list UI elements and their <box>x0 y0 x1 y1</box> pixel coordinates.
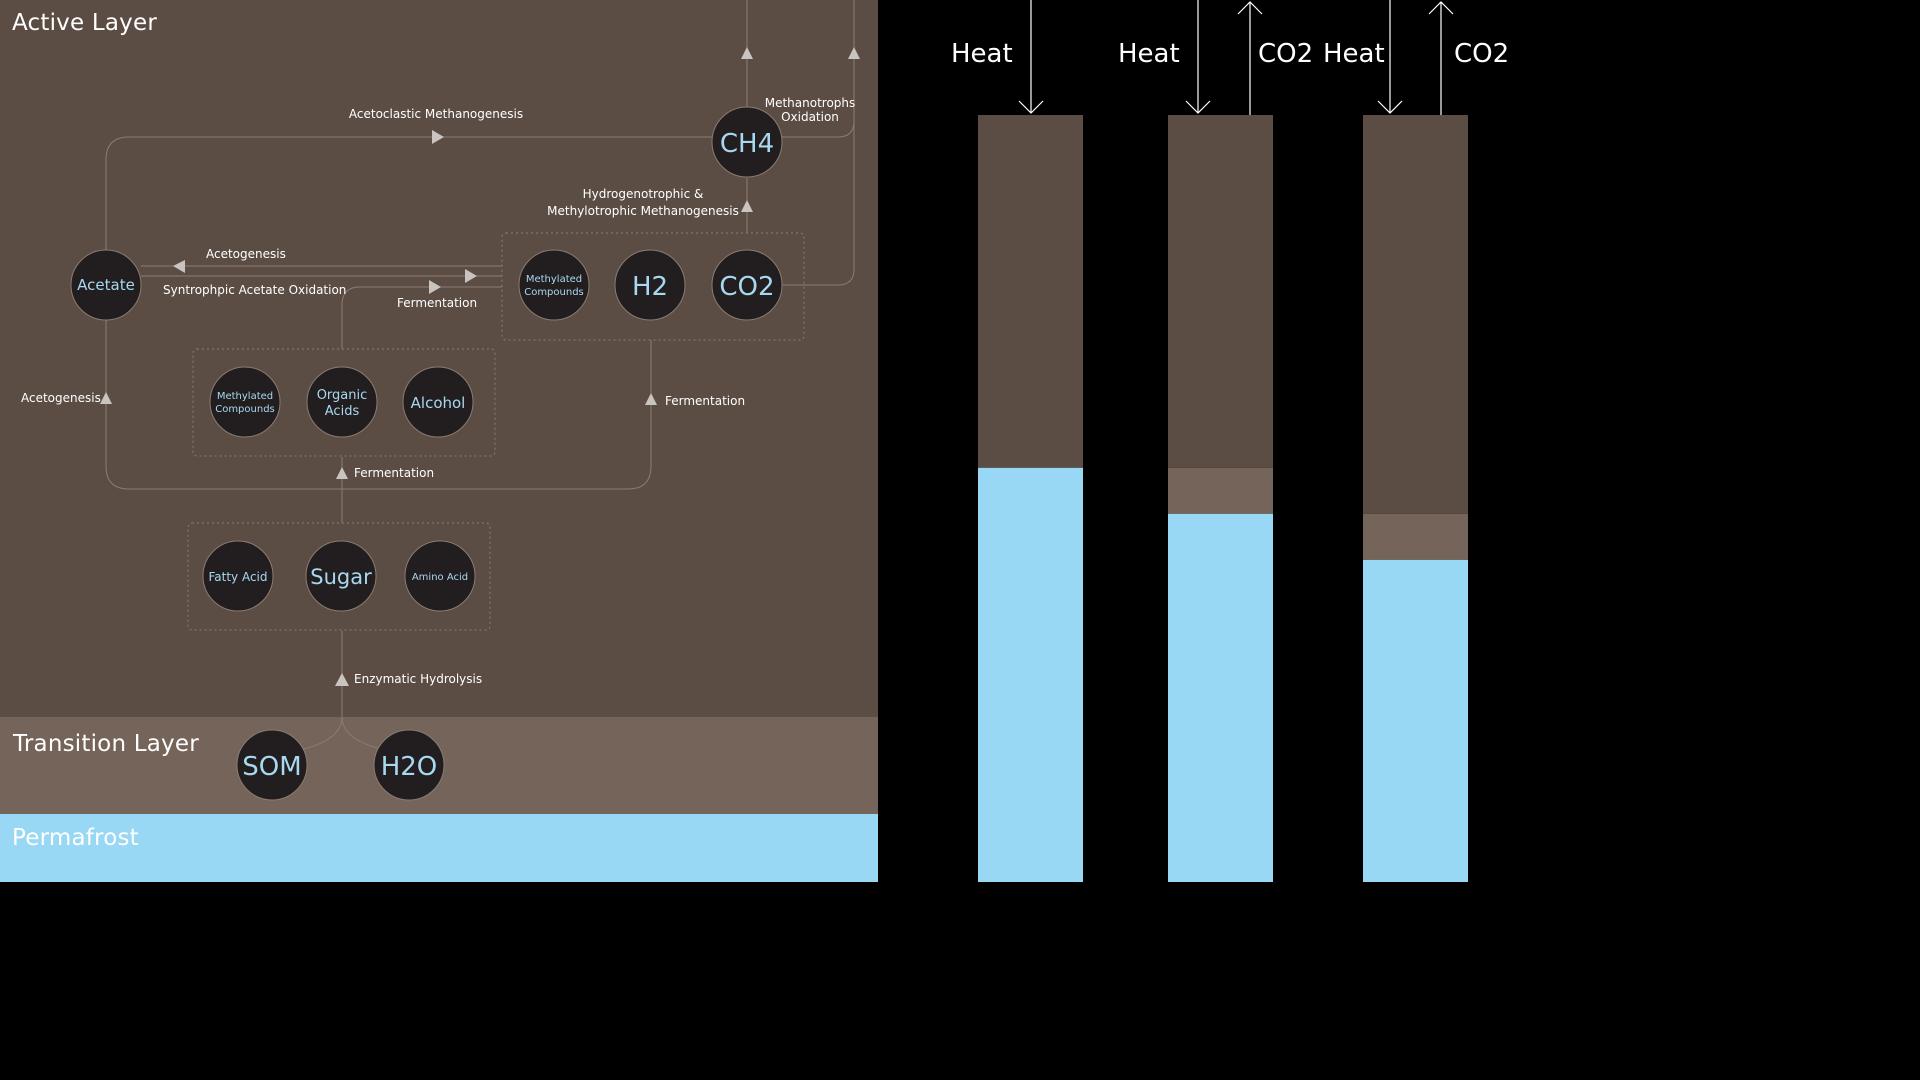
organic-acids-node <box>306 366 378 438</box>
fermentation-top-label: Fermentation <box>397 296 477 310</box>
methylated-mid-label-1: Methylated <box>217 391 273 402</box>
fermentation-right-label: Fermentation <box>665 394 745 408</box>
syntrophic-arrow <box>465 269 477 283</box>
diagram-panel: CH4 Acetate Methylated Compounds H2 CO2 … <box>0 0 878 882</box>
h2o-node <box>373 729 445 801</box>
co2-release-arrow <box>848 47 860 59</box>
h2o-label: H2O <box>381 752 438 782</box>
amino-acid-label: Amino Acid <box>412 572 468 583</box>
carbon-cycle-diagram: CH4 Acetate Methylated Compounds H2 CO2 … <box>21 0 860 801</box>
alcohol-label: Alcohol <box>411 394 466 412</box>
acetoclastic-path <box>105 136 712 250</box>
column-1-active <box>978 115 1083 468</box>
fermentation-mid-label: Fermentation <box>354 466 434 480</box>
fermentation-top-path <box>341 286 502 349</box>
methylated-mid-label-2: Compounds <box>215 404 275 415</box>
co2-out-arrow-3 <box>1428 1 1454 115</box>
column-1-heat-label: Heat <box>951 39 1013 69</box>
column-2-co2-label: CO2 <box>1258 39 1313 69</box>
heat-in-arrow-3 <box>1377 0 1403 114</box>
column-3-heat-label: Heat <box>1323 39 1385 69</box>
methanogen-substrate-group <box>501 232 805 341</box>
fermentation-top-arrow <box>429 280 441 294</box>
alcohol-node <box>402 366 474 438</box>
methanotrophs-label-1: Methanotrophs <box>765 96 856 110</box>
organic-acids-label-1: Organic <box>317 388 368 403</box>
column-3-permafrost <box>1363 559 1468 882</box>
column-2-heat-label: Heat <box>1118 39 1180 69</box>
ch4-node <box>711 106 783 178</box>
ch4-release-arrow <box>741 47 753 59</box>
som-node <box>236 729 308 801</box>
hydrogenotrophic-label-1: Hydrogenotrophic & <box>583 187 704 201</box>
methylated-compounds-mid-node <box>209 366 281 438</box>
transition-layer-label: Transition Layer <box>13 731 199 757</box>
column-2-transition <box>1168 467 1273 514</box>
permafrost-layer-label: Permafrost <box>12 825 139 851</box>
hydrogenotrophic-label-2: Methylotrophic Methanogenesis <box>547 204 739 218</box>
fatty-acid-label: Fatty Acid <box>208 570 267 584</box>
sugar-node <box>305 540 377 612</box>
heat-in-arrow-2 <box>1185 0 1211 114</box>
ch4-label: CH4 <box>720 129 774 159</box>
amino-acid-node <box>404 540 476 612</box>
som-label: SOM <box>242 752 301 782</box>
soil-columns-panel: Heat Heat CO2 Heat CO2 <box>951 0 1509 882</box>
methylated-top-label-2: Compounds <box>524 287 584 298</box>
methanotrophs-label-2: Oxidation <box>781 110 839 124</box>
fermentation-loop-path <box>105 320 652 490</box>
fatty-acid-node <box>202 540 274 612</box>
fermentation-products-group <box>192 348 496 457</box>
som-branch <box>299 716 343 751</box>
sugar-label: Sugar <box>310 565 372 589</box>
fermentation-mid-arrow <box>336 467 348 479</box>
co2-label: CO2 <box>719 272 774 302</box>
heat-in-arrow-1 <box>1018 0 1044 114</box>
acetogenesis-arrow <box>173 260 185 273</box>
acetoclastic-arrow <box>432 130 444 144</box>
organic-acids-label-2: Acids <box>325 404 360 419</box>
column-3-active <box>1363 115 1468 514</box>
hydrolysis-arrow <box>335 673 349 686</box>
column-3-co2-label: CO2 <box>1454 39 1509 69</box>
column-3-transition <box>1363 513 1468 560</box>
acetate-node <box>70 249 142 321</box>
h2-node <box>614 249 686 321</box>
monomer-group <box>187 522 491 631</box>
acetoclastic-label: Acetoclastic Methanogenesis <box>349 107 523 121</box>
h2-label: H2 <box>632 272 668 302</box>
syntrophic-label: Syntrophpic Acetate Oxidation <box>163 283 346 297</box>
h2o-branch <box>341 716 386 751</box>
column-2-active <box>1168 115 1273 468</box>
column-2-permafrost <box>1168 513 1273 882</box>
column-1-permafrost <box>978 467 1083 882</box>
methylated-top-label-1: Methylated <box>526 274 582 285</box>
acetogenesis-left-label: Acetogenesis <box>21 391 101 405</box>
co2-node <box>711 249 783 321</box>
oxidation-path <box>782 120 855 286</box>
acetogenesis-left-arrow <box>100 392 112 404</box>
acetate-label: Acetate <box>77 276 135 294</box>
active-layer-label: Active Layer <box>12 10 157 36</box>
enzymatic-label: Enzymatic Hydrolysis <box>354 672 482 686</box>
permafrost-layer-band <box>0 814 878 882</box>
acetogenesis-top-label: Acetogenesis <box>206 247 286 261</box>
methylated-compounds-top-node <box>518 249 590 321</box>
co2-out-arrow-2 <box>1237 1 1263 115</box>
methanogenesis-arrow <box>741 200 753 212</box>
fermentation-right-arrow <box>645 393 657 405</box>
